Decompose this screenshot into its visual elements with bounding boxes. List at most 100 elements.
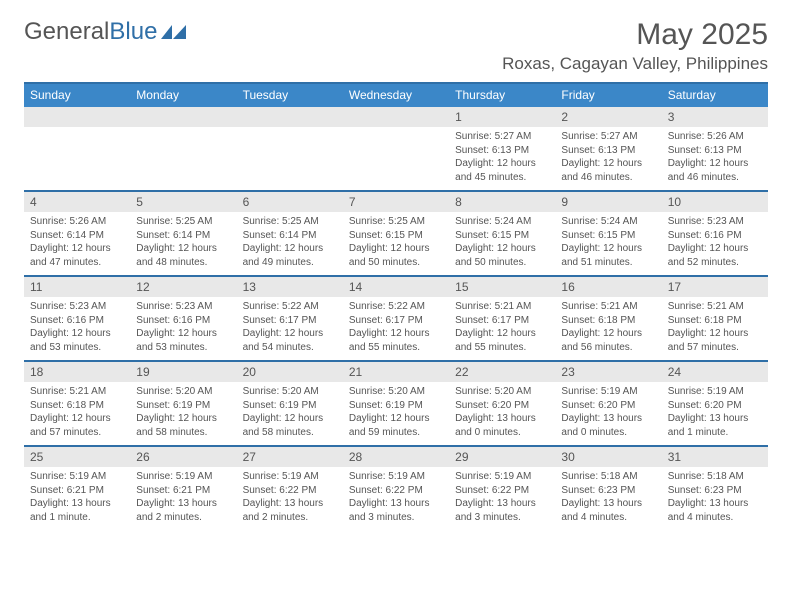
sunset-text: Sunset: 6:17 PM [349, 314, 443, 328]
dow-monday: Monday [130, 84, 236, 107]
day-number: 2 [555, 107, 661, 127]
day-cell: Sunrise: 5:18 AMSunset: 6:23 PMDaylight:… [662, 467, 768, 530]
sunset-text: Sunset: 6:15 PM [455, 229, 549, 243]
day-number: 29 [449, 447, 555, 467]
day-cell: Sunrise: 5:19 AMSunset: 6:21 PMDaylight:… [24, 467, 130, 530]
day-cell [24, 127, 130, 190]
sunrise-text: Sunrise: 5:23 AM [668, 215, 762, 229]
sunset-text: Sunset: 6:21 PM [30, 484, 124, 498]
day-number [343, 107, 449, 127]
daylight-text: Daylight: 13 hours and 3 minutes. [349, 497, 443, 524]
dow-friday: Friday [555, 84, 661, 107]
week-detail-row: Sunrise: 5:27 AMSunset: 6:13 PMDaylight:… [24, 127, 768, 190]
day-cell: Sunrise: 5:23 AMSunset: 6:16 PMDaylight:… [130, 297, 236, 360]
day-cell: Sunrise: 5:19 AMSunset: 6:22 PMDaylight:… [237, 467, 343, 530]
week-daynum-row: 18192021222324 [24, 362, 768, 382]
sunset-text: Sunset: 6:23 PM [561, 484, 655, 498]
day-cell: Sunrise: 5:24 AMSunset: 6:15 PMDaylight:… [449, 212, 555, 275]
day-cell [130, 127, 236, 190]
daylight-text: Daylight: 12 hours and 57 minutes. [668, 327, 762, 354]
sunset-text: Sunset: 6:15 PM [561, 229, 655, 243]
sunset-text: Sunset: 6:22 PM [455, 484, 549, 498]
day-number: 8 [449, 192, 555, 212]
day-number: 22 [449, 362, 555, 382]
sunrise-text: Sunrise: 5:19 AM [349, 470, 443, 484]
sunrise-text: Sunrise: 5:20 AM [349, 385, 443, 399]
sunset-text: Sunset: 6:14 PM [243, 229, 337, 243]
logo: GeneralBlue [24, 18, 187, 46]
weeks-container: 123Sunrise: 5:27 AMSunset: 6:13 PMDaylig… [24, 107, 768, 530]
day-number: 7 [343, 192, 449, 212]
sunset-text: Sunset: 6:16 PM [30, 314, 124, 328]
day-number: 26 [130, 447, 236, 467]
day-cell: Sunrise: 5:26 AMSunset: 6:14 PMDaylight:… [24, 212, 130, 275]
day-cell: Sunrise: 5:21 AMSunset: 6:17 PMDaylight:… [449, 297, 555, 360]
sunset-text: Sunset: 6:17 PM [455, 314, 549, 328]
daylight-text: Daylight: 13 hours and 0 minutes. [561, 412, 655, 439]
daylight-text: Daylight: 13 hours and 3 minutes. [455, 497, 549, 524]
day-number: 19 [130, 362, 236, 382]
day-cell: Sunrise: 5:24 AMSunset: 6:15 PMDaylight:… [555, 212, 661, 275]
day-number: 6 [237, 192, 343, 212]
daylight-text: Daylight: 12 hours and 50 minutes. [349, 242, 443, 269]
day-number: 12 [130, 277, 236, 297]
day-cell: Sunrise: 5:20 AMSunset: 6:19 PMDaylight:… [237, 382, 343, 445]
daylight-text: Daylight: 12 hours and 50 minutes. [455, 242, 549, 269]
week-detail-row: Sunrise: 5:23 AMSunset: 6:16 PMDaylight:… [24, 297, 768, 360]
sunset-text: Sunset: 6:20 PM [668, 399, 762, 413]
sunrise-text: Sunrise: 5:21 AM [455, 300, 549, 314]
sunrise-text: Sunrise: 5:19 AM [136, 470, 230, 484]
sunset-text: Sunset: 6:22 PM [349, 484, 443, 498]
daylight-text: Daylight: 12 hours and 46 minutes. [561, 157, 655, 184]
dow-tuesday: Tuesday [237, 84, 343, 107]
day-cell: Sunrise: 5:23 AMSunset: 6:16 PMDaylight:… [24, 297, 130, 360]
month-title: May 2025 [636, 18, 768, 52]
daylight-text: Daylight: 12 hours and 53 minutes. [30, 327, 124, 354]
daylight-text: Daylight: 12 hours and 48 minutes. [136, 242, 230, 269]
week-daynum-row: 45678910 [24, 192, 768, 212]
logo-text: GeneralBlue [24, 18, 157, 46]
sunrise-text: Sunrise: 5:20 AM [243, 385, 337, 399]
daylight-text: Daylight: 13 hours and 2 minutes. [136, 497, 230, 524]
sunset-text: Sunset: 6:20 PM [455, 399, 549, 413]
daylight-text: Daylight: 12 hours and 46 minutes. [668, 157, 762, 184]
day-cell: Sunrise: 5:21 AMSunset: 6:18 PMDaylight:… [662, 297, 768, 360]
daylight-text: Daylight: 13 hours and 1 minute. [668, 412, 762, 439]
day-number: 1 [449, 107, 555, 127]
sunset-text: Sunset: 6:18 PM [668, 314, 762, 328]
day-number [24, 107, 130, 127]
daylight-text: Daylight: 12 hours and 53 minutes. [136, 327, 230, 354]
sunset-text: Sunset: 6:13 PM [561, 144, 655, 158]
logo-word-blue: Blue [109, 18, 157, 46]
sunset-text: Sunset: 6:20 PM [561, 399, 655, 413]
dow-thursday: Thursday [449, 84, 555, 107]
day-cell [343, 127, 449, 190]
sunset-text: Sunset: 6:18 PM [30, 399, 124, 413]
sunrise-text: Sunrise: 5:19 AM [455, 470, 549, 484]
day-number: 9 [555, 192, 661, 212]
day-cell: Sunrise: 5:27 AMSunset: 6:13 PMDaylight:… [449, 127, 555, 190]
day-number: 14 [343, 277, 449, 297]
sunrise-text: Sunrise: 5:22 AM [349, 300, 443, 314]
day-cell: Sunrise: 5:19 AMSunset: 6:22 PMDaylight:… [449, 467, 555, 530]
sunrise-text: Sunrise: 5:23 AM [136, 300, 230, 314]
sunrise-text: Sunrise: 5:27 AM [455, 130, 549, 144]
sunrise-text: Sunrise: 5:19 AM [243, 470, 337, 484]
logo-word-general: General [24, 18, 109, 46]
day-cell: Sunrise: 5:19 AMSunset: 6:21 PMDaylight:… [130, 467, 236, 530]
sunset-text: Sunset: 6:17 PM [243, 314, 337, 328]
day-number: 20 [237, 362, 343, 382]
location-label: Roxas, Cagayan Valley, Philippines [24, 54, 768, 74]
sunset-text: Sunset: 6:19 PM [349, 399, 443, 413]
sunset-text: Sunset: 6:14 PM [136, 229, 230, 243]
daylight-text: Daylight: 12 hours and 45 minutes. [455, 157, 549, 184]
sunrise-text: Sunrise: 5:19 AM [30, 470, 124, 484]
day-cell: Sunrise: 5:21 AMSunset: 6:18 PMDaylight:… [24, 382, 130, 445]
week-daynum-row: 11121314151617 [24, 277, 768, 297]
day-number: 24 [662, 362, 768, 382]
daylight-text: Daylight: 12 hours and 57 minutes. [30, 412, 124, 439]
sunset-text: Sunset: 6:21 PM [136, 484, 230, 498]
day-of-week-header: Sunday Monday Tuesday Wednesday Thursday… [24, 84, 768, 107]
day-number: 30 [555, 447, 661, 467]
sunrise-text: Sunrise: 5:20 AM [136, 385, 230, 399]
